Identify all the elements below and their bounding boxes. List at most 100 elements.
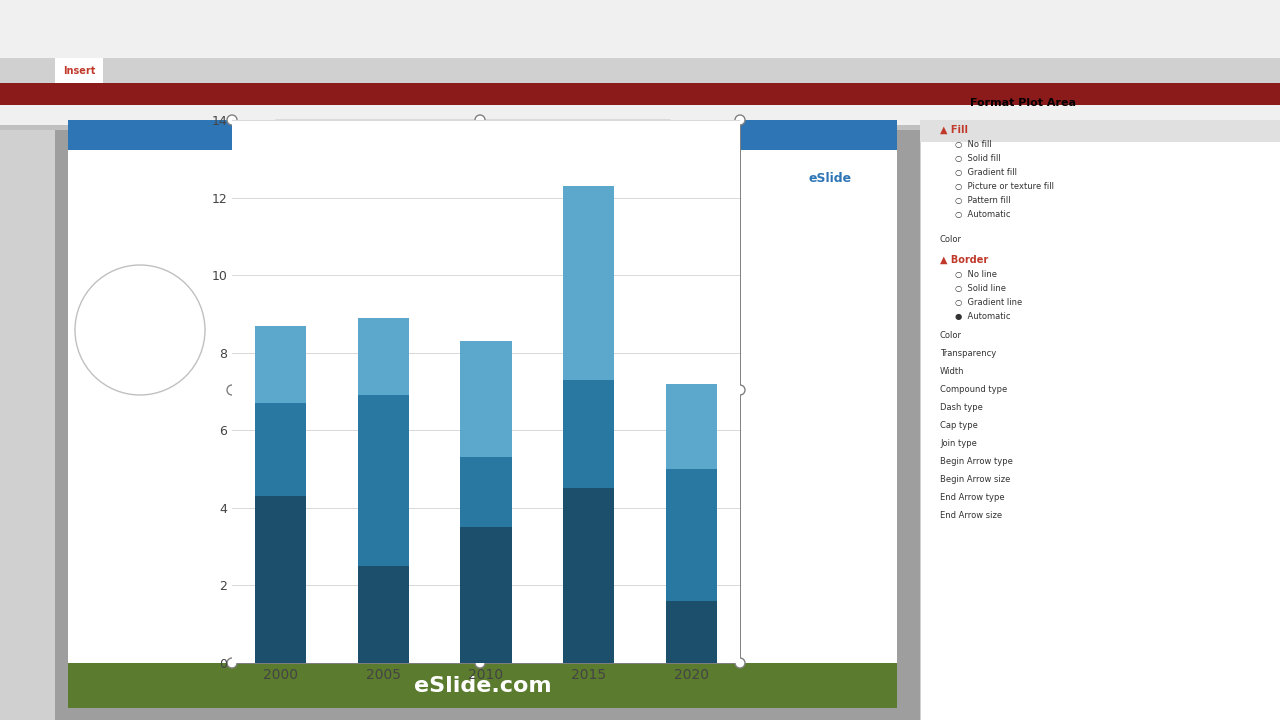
Bar (68, 663, 897, 708)
Text: 5: 5 (428, 218, 433, 228)
Text: 3: 3 (283, 184, 287, 190)
Text: Chart in Microsoft PowerPoint: Chart in Microsoft PowerPoint (401, 126, 544, 136)
Text: Oranges: Oranges (369, 146, 401, 156)
Text: ○  Automatic: ○ Automatic (955, 210, 1010, 220)
Text: 2010: 2010 (280, 200, 300, 210)
Text: ○  Solid line: ○ Solid line (955, 284, 1006, 294)
Text: Begin Arrow type: Begin Arrow type (940, 456, 1012, 466)
Bar (0, 58, 1280, 83)
Text: ○  No fill: ○ No fill (955, 140, 992, 150)
Text: Cap type: Cap type (940, 420, 978, 430)
Text: 2: 2 (283, 166, 287, 172)
Text: Berries: Berries (416, 146, 443, 156)
Bar (275, 142, 669, 340)
Bar (357, 318, 410, 395)
Text: 3.4: 3.4 (379, 236, 392, 246)
Text: Width: Width (940, 366, 965, 376)
Text: Color: Color (940, 235, 963, 245)
Bar (275, 160, 669, 178)
Text: eSlide: eSlide (809, 171, 851, 184)
Bar (461, 457, 512, 527)
Circle shape (735, 115, 745, 125)
Text: Begin Arrow size: Begin Arrow size (940, 474, 1010, 484)
Text: ○  Gradient fill: ○ Gradient fill (955, 168, 1018, 178)
Bar (920, 120, 1280, 142)
Bar (666, 384, 717, 469)
Text: 2020: 2020 (280, 236, 300, 246)
Circle shape (475, 658, 485, 668)
Text: 2.4: 2.4 (379, 164, 390, 174)
Bar (275, 120, 669, 340)
Text: Apples: Apples (323, 146, 348, 156)
Bar (563, 186, 614, 380)
Bar (357, 566, 410, 663)
Text: 2.8: 2.8 (379, 218, 390, 228)
Circle shape (735, 658, 745, 668)
Bar (55, 58, 102, 83)
Circle shape (735, 385, 745, 395)
Text: 2.2: 2.2 (424, 236, 436, 246)
Text: 2: 2 (428, 182, 433, 192)
Text: 1.8: 1.8 (379, 200, 390, 210)
Bar (920, 105, 1280, 720)
Circle shape (475, 115, 485, 125)
Text: ○  Pattern fill: ○ Pattern fill (955, 197, 1011, 205)
Bar (55, 105, 920, 720)
Text: Insert: Insert (63, 66, 95, 76)
Text: Totals: Totals (463, 146, 486, 156)
Bar (275, 214, 669, 232)
Bar (0, 0, 1280, 105)
Text: End Arrow size: End Arrow size (940, 510, 1002, 520)
Bar (461, 341, 512, 457)
Bar (68, 120, 897, 708)
Circle shape (227, 658, 237, 668)
Bar (0, 105, 55, 720)
Text: 4.4: 4.4 (379, 182, 392, 192)
Text: Format Plot Area: Format Plot Area (970, 98, 1076, 108)
Text: ▲ Fill: ▲ Fill (940, 125, 968, 135)
Bar (275, 120, 669, 142)
Text: 3: 3 (428, 200, 433, 210)
Bar (357, 395, 410, 566)
Text: 5: 5 (283, 220, 287, 226)
Bar (0, 105, 1280, 125)
Text: ▲ Border: ▲ Border (940, 255, 988, 265)
Text: ○  Picture or texture fill: ○ Picture or texture fill (955, 182, 1053, 192)
Circle shape (227, 385, 237, 395)
Text: 1.6: 1.6 (329, 236, 340, 246)
Bar (255, 496, 306, 663)
Text: 2.5: 2.5 (329, 182, 340, 192)
Text: 4.5: 4.5 (329, 218, 340, 228)
Text: 2000: 2000 (280, 164, 300, 174)
Bar (563, 488, 614, 663)
Text: 4.3: 4.3 (329, 164, 340, 174)
Text: ●  Automatic: ● Automatic (955, 312, 1010, 322)
Bar (68, 120, 897, 150)
Bar (275, 142, 669, 160)
Text: End Arrow type: End Arrow type (940, 492, 1005, 502)
Text: eSlide.com: eSlide.com (413, 676, 552, 696)
Text: Dash type: Dash type (940, 402, 983, 412)
Text: ○  Solid fill: ○ Solid fill (955, 155, 1001, 163)
Text: Compound type: Compound type (940, 384, 1007, 394)
Bar (454, 142, 495, 340)
Bar (255, 403, 306, 496)
Bar (563, 380, 614, 488)
Bar (0, 83, 1280, 105)
Bar (0, 125, 1280, 130)
Bar (0, 0, 1280, 58)
Bar (232, 120, 740, 663)
Bar (780, 150, 881, 205)
Bar (255, 325, 306, 403)
Text: 2005: 2005 (280, 182, 300, 192)
Bar (666, 469, 717, 601)
Bar (275, 196, 669, 214)
Text: 3.5: 3.5 (329, 200, 340, 210)
Bar (666, 601, 717, 663)
Bar (275, 178, 669, 196)
Text: ○  No line: ○ No line (955, 271, 997, 279)
Circle shape (76, 265, 205, 395)
Text: Color: Color (940, 330, 963, 340)
Text: Join type: Join type (940, 438, 977, 448)
Bar (275, 232, 669, 250)
